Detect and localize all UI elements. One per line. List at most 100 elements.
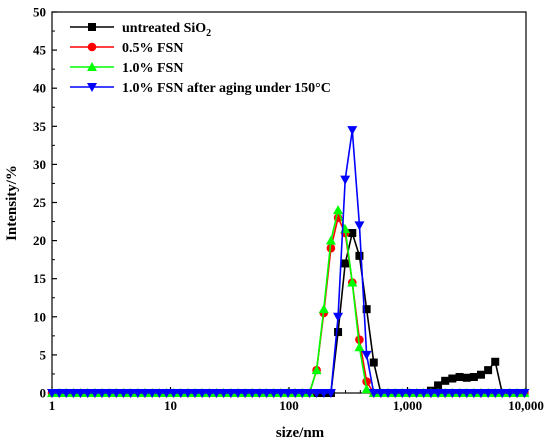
legend-entry-3: 1.0% FSN after aging under 150°C — [70, 81, 331, 96]
data-point — [47, 389, 57, 398]
data-point — [468, 389, 479, 398]
data-point — [390, 389, 401, 398]
y-tick-label: 5 — [40, 347, 47, 362]
data-point — [161, 389, 172, 398]
data-point — [404, 389, 415, 398]
legend-label: 1.0% FSN — [122, 61, 183, 76]
data-point — [190, 389, 201, 398]
data-point — [125, 389, 136, 398]
legend-label-subscript: 2 — [206, 28, 211, 39]
data-point — [283, 389, 294, 398]
data-point — [68, 389, 79, 398]
y-tick-label: 25 — [33, 195, 47, 210]
data-point — [341, 259, 350, 268]
data-point — [311, 389, 322, 398]
data-point — [425, 389, 436, 398]
data-point — [154, 389, 165, 398]
series-0 — [48, 228, 529, 397]
legend-entry-2: 1.0% FSN — [70, 61, 183, 76]
data-point — [261, 389, 272, 398]
legend-marker — [87, 83, 97, 92]
data-point — [297, 389, 308, 398]
series-1 — [47, 213, 529, 398]
data-point — [82, 389, 93, 398]
data-point — [462, 373, 471, 382]
data-point — [290, 389, 301, 398]
legend-label-text: 1.0% FSN after aging under 150°C — [122, 81, 331, 96]
data-point — [347, 126, 358, 136]
data-point — [475, 389, 486, 398]
data-point — [318, 389, 329, 398]
series-line — [52, 129, 525, 394]
data-point — [197, 389, 208, 398]
data-point — [361, 384, 372, 394]
data-point — [433, 389, 444, 398]
y-tick-label: 40 — [33, 81, 46, 96]
data-point — [182, 389, 193, 398]
data-point — [54, 389, 65, 398]
data-point — [354, 221, 365, 231]
data-point — [440, 389, 451, 398]
data-point — [348, 228, 357, 237]
y-tick-label: 35 — [33, 119, 47, 134]
data-point — [104, 389, 115, 398]
y-tick-label: 20 — [33, 233, 46, 248]
y-axis: 0 5 10 15 20 25 30 35 40 45 50 — [33, 5, 57, 401]
series-line — [52, 215, 525, 394]
legend-entry-1: 0.5% FSN — [70, 41, 183, 56]
data-point — [355, 251, 364, 260]
legend-marker — [87, 42, 97, 52]
data-point — [132, 389, 143, 398]
data-point — [490, 389, 501, 398]
data-point — [204, 389, 215, 398]
legend-label-text: untreated SiO — [122, 21, 206, 36]
x-tick-label: 1 — [49, 398, 56, 413]
data-point — [111, 389, 122, 398]
legend-marker — [87, 62, 97, 71]
data-point — [334, 328, 343, 337]
x-tick-label: 100 — [279, 398, 299, 413]
data-point — [61, 389, 72, 398]
data-point — [383, 389, 394, 398]
legend-marker — [88, 23, 96, 31]
data-point — [397, 389, 408, 398]
legend-label-text: 0.5% FSN — [122, 41, 183, 56]
data-point — [497, 389, 508, 398]
data-point — [118, 389, 129, 398]
series-line — [52, 207, 525, 394]
data-point — [311, 365, 322, 375]
data-point — [333, 205, 344, 215]
data-point — [476, 370, 485, 379]
legend-label: 0.5% FSN — [122, 41, 183, 56]
data-point — [418, 389, 429, 398]
data-point — [455, 372, 464, 381]
data-point — [369, 358, 378, 367]
x-tick-label: 1,000 — [393, 398, 422, 413]
data-point — [240, 389, 251, 398]
data-point — [469, 372, 478, 381]
y-tick-label: 10 — [33, 309, 46, 324]
legend-label: 1.0% FSN after aging under 150°C — [122, 81, 331, 96]
series-line — [52, 229, 525, 394]
data-point — [448, 374, 457, 383]
data-point — [268, 389, 279, 398]
series-2 — [47, 205, 530, 397]
data-point — [139, 389, 150, 398]
data-point — [96, 389, 107, 398]
data-point — [89, 389, 100, 398]
data-point — [355, 335, 364, 344]
data-point — [175, 389, 186, 398]
data-point — [484, 366, 493, 375]
data-point — [225, 389, 236, 398]
y-tick-label: 45 — [33, 43, 47, 58]
data-point — [75, 389, 86, 398]
legend-label: untreated SiO2 — [122, 21, 211, 39]
data-point — [304, 389, 315, 398]
series-layer — [47, 126, 530, 398]
data-point — [218, 389, 229, 398]
data-point — [318, 304, 329, 314]
x-tick-label: 10,000 — [508, 398, 544, 413]
legend: untreated SiO2 0.5% FSN 1.0% FSN 1.0% FSN a… — [70, 21, 331, 96]
data-point — [434, 381, 443, 390]
